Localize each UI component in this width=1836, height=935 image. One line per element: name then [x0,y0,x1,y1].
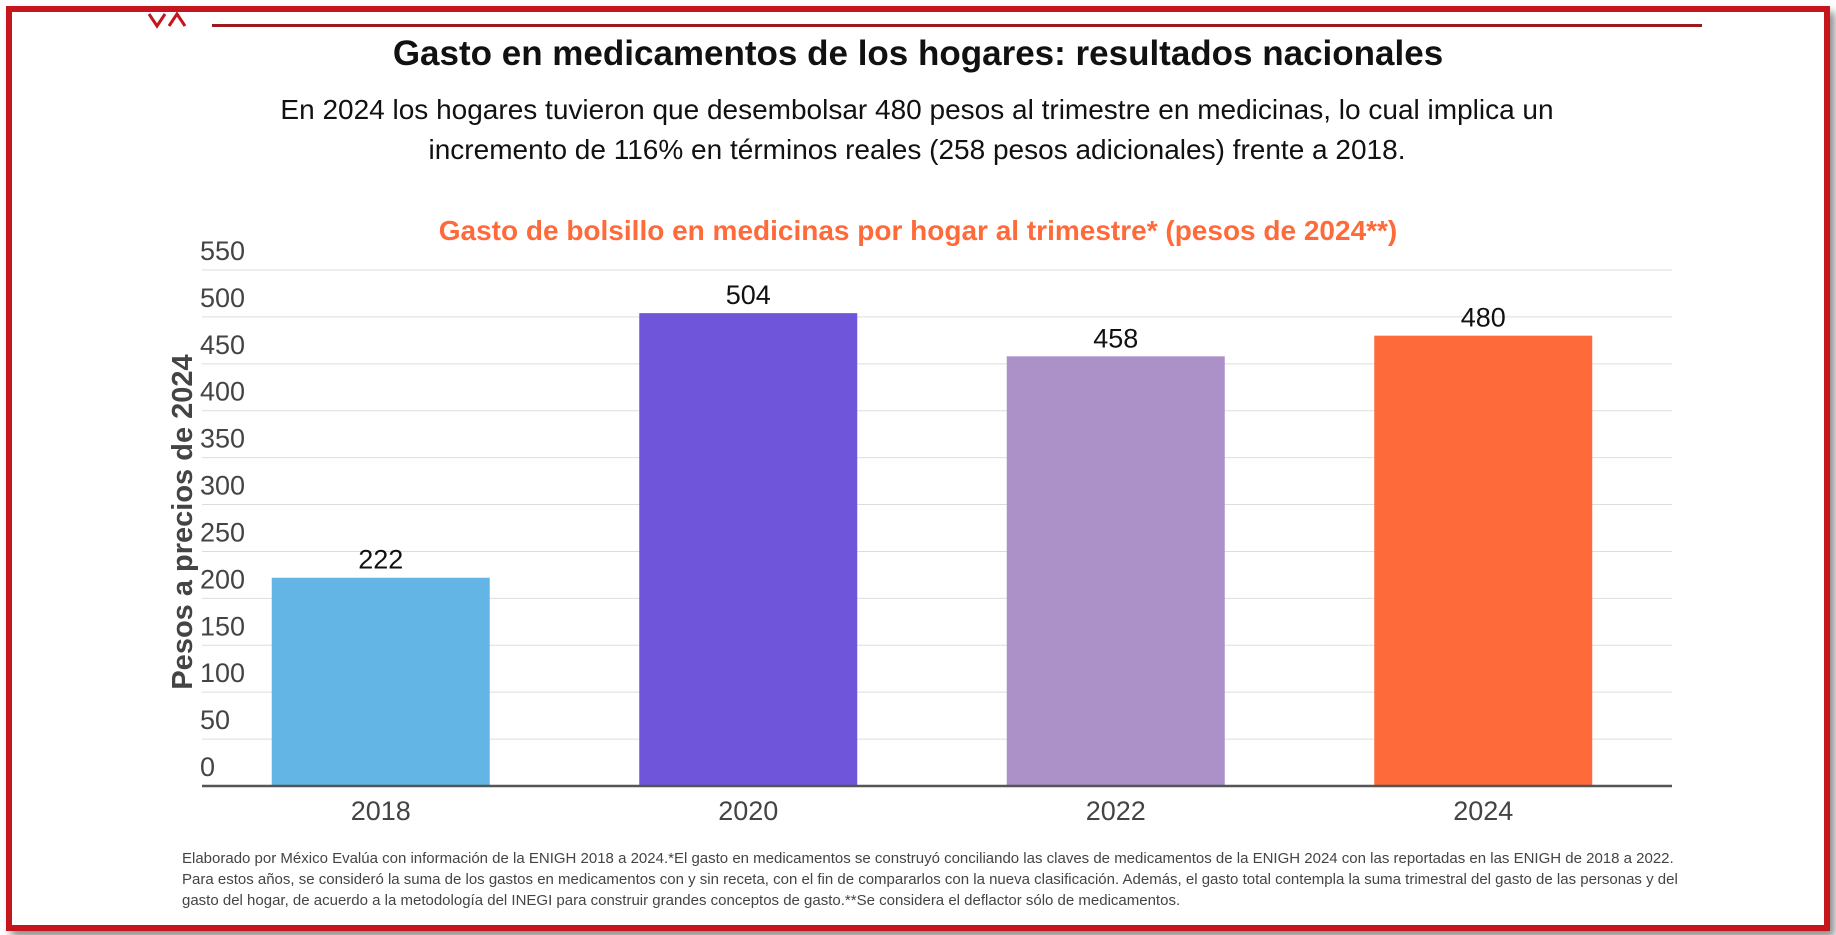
y-tick-label: 450 [200,330,245,360]
bar-2020 [639,313,858,786]
data-label: 480 [1461,303,1506,333]
page-subtitle: En 2024 los hogares tuvieron que desembo… [280,94,1554,165]
x-tick-label: 2018 [351,796,411,826]
footnote: Elaborado por México Evalúa con informac… [182,850,1678,909]
y-axis-title: Pesos a precios de 2024 [167,354,199,689]
bar-2024 [1374,335,1593,786]
top-rule [212,24,1702,27]
y-tick-label: 550 [200,236,245,266]
y-tick-label: 0 [200,752,215,782]
bar-2022 [1006,356,1225,786]
logo-icon [147,12,187,29]
y-tick-label: 400 [200,377,245,407]
bar-2018 [271,577,490,786]
data-label: 222 [358,545,403,575]
y-tick-label: 150 [200,611,245,641]
x-tick-label: 2024 [1453,796,1513,826]
data-label: 504 [726,280,771,310]
y-tick-label: 250 [200,517,245,547]
chart-title: Gasto de bolsillo en medicinas por hogar… [438,215,1398,246]
y-tick-label: 100 [200,658,245,688]
y-tick-label: 200 [200,564,245,594]
bar-chart: 0 50 100 150 200 250 300 350 400 450 500 550 222 2018… [167,236,1672,826]
figure-frame: Gasto en medicamentos de los hogares: re… [6,6,1830,931]
x-tick-label: 2022 [1086,796,1146,826]
y-tick-label: 300 [200,471,245,501]
y-tick-label: 50 [200,705,230,735]
page-title: Gasto en medicamentos de los hogares: re… [392,34,1444,73]
x-tick-label: 2020 [718,796,778,826]
y-tick-label: 500 [200,283,245,313]
data-label: 458 [1093,323,1138,353]
y-tick-label: 350 [200,424,245,454]
